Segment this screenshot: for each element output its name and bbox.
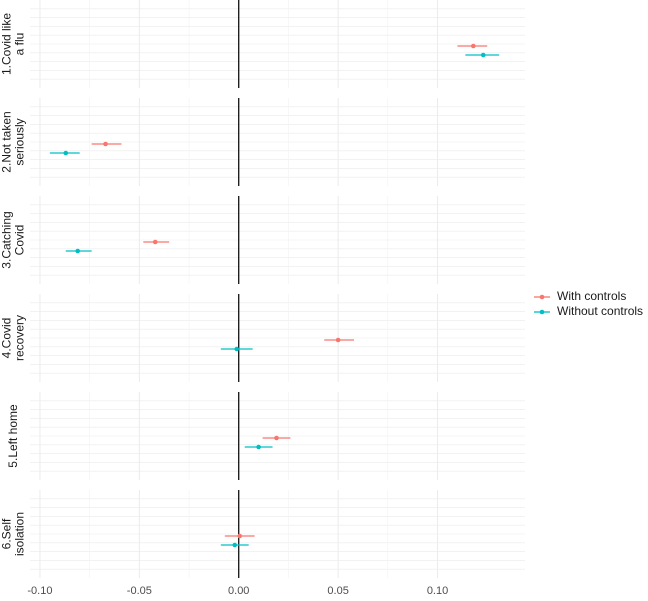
point [152, 239, 158, 245]
facet-label-line: 2.Not taken [0, 111, 14, 172]
facet-label-line: 5.Left home [6, 404, 20, 468]
facet-label-line: isolation [13, 512, 27, 556]
facet-label-line: a flu [13, 33, 27, 56]
facet-label-line: seriously [13, 118, 27, 165]
x-tick-label: -0.10 [27, 585, 52, 597]
facet-label: 4.Covidrecovery [0, 315, 27, 361]
point [75, 248, 81, 254]
facet-label: 6.Selfisolation [0, 512, 27, 556]
facet-label-line: 1.Covid like [0, 13, 14, 75]
legend-label: With controls [557, 289, 626, 303]
point [103, 141, 108, 147]
x-tick-label: 0.05 [327, 585, 348, 597]
legend-label: Without controls [557, 304, 643, 318]
facet-label: 5.Left home [6, 404, 20, 468]
point [63, 150, 69, 156]
x-tick-label: 0.00 [228, 585, 249, 597]
facet-label: 3.CatchingCovid [0, 211, 27, 268]
point [232, 542, 238, 548]
point [234, 346, 240, 352]
point [480, 52, 486, 58]
point [256, 444, 261, 450]
point [237, 533, 243, 539]
facet-label: 2.Not takenseriously [0, 111, 27, 172]
facet-label-line: 4.Covid [0, 318, 14, 359]
facet-label-line: recovery [13, 315, 27, 361]
point [471, 43, 476, 49]
x-tick-label: 0.10 [427, 585, 448, 597]
legend-key-point [539, 309, 545, 315]
facet-label-line: Covid [13, 225, 27, 256]
facet-label: 1.Covid likea flu [0, 13, 27, 75]
facet-label-line: 3.Catching [0, 211, 14, 268]
x-tick-label: -0.05 [127, 585, 152, 597]
legend-key-point [539, 294, 545, 300]
point [274, 435, 279, 441]
point [335, 337, 341, 343]
facet-label-line: 6.Self [0, 518, 14, 549]
